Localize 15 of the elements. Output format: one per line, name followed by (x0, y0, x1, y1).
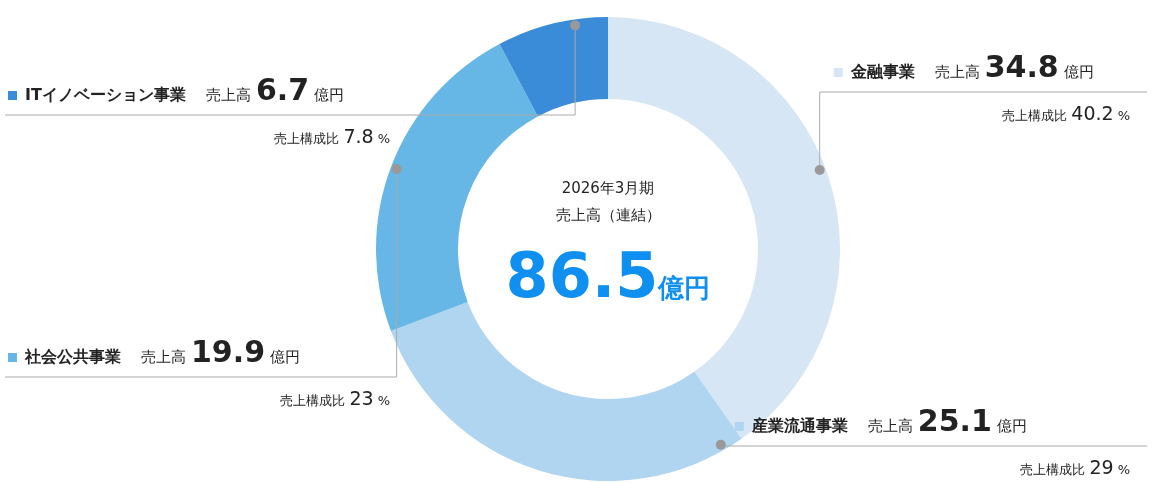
legend-label: ITイノベーション事業 (25, 85, 186, 104)
text: 2026年3月期 (561, 179, 655, 197)
text: 売上構成比 40.2 % (1002, 102, 1130, 124)
text: 売上構成比 29 % (1020, 456, 1130, 478)
legend-label: 金融事業 (849, 62, 915, 81)
data-label: 売上高 25.1 億円 (867, 403, 1027, 438)
legend-label: 社会公共事業 (24, 347, 121, 366)
text: 売上高（連結） (555, 206, 661, 224)
data-label: 売上高 6.7 億円 (205, 72, 345, 107)
data-label: 売上高 19.9 億円 (141, 334, 301, 369)
text: 売上構成比 23 % (280, 387, 390, 409)
text: 売上構成比 7.8 % (274, 125, 390, 147)
text: 86.5億円 (505, 239, 711, 312)
data-label: 売上高 34.8 億円 (934, 49, 1094, 84)
legend-label: 産業流通事業 (750, 416, 848, 435)
